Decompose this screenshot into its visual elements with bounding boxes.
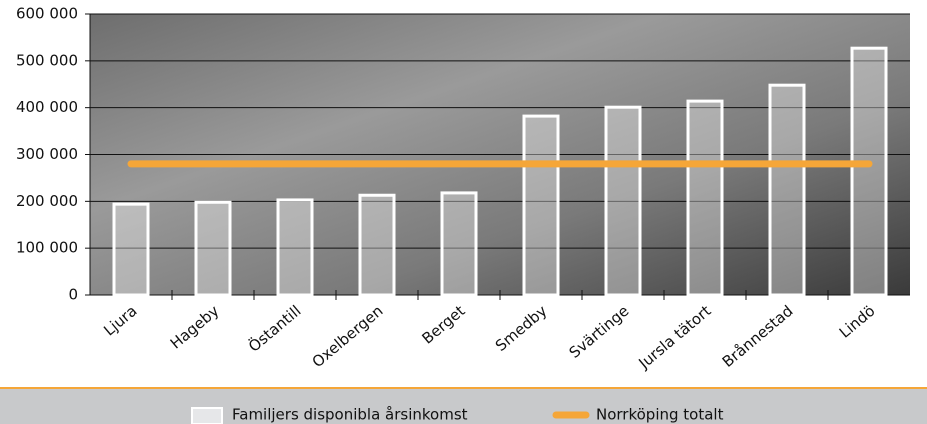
y-tick-label: 400 000	[16, 98, 78, 116]
x-tick-label: Svärtinge	[566, 302, 633, 362]
bar	[358, 193, 396, 297]
bar	[604, 105, 642, 297]
y-tick-label: 300 000	[16, 145, 78, 163]
legend-swatch	[191, 407, 223, 424]
legend-band	[0, 388, 927, 424]
bar	[194, 200, 232, 297]
bar	[686, 99, 724, 297]
x-tick-label: Jursla tätort	[635, 302, 715, 373]
x-tick-label: Smedby	[492, 302, 551, 355]
x-tick-label: Hageby	[167, 302, 223, 353]
bar	[522, 114, 560, 297]
bar	[440, 191, 478, 297]
y-tick-label: 600 000	[16, 5, 78, 23]
legend-label: Norrköping totalt	[596, 406, 724, 424]
y-tick-label: 500 000	[16, 51, 78, 69]
x-tick-label: Lindö	[836, 302, 879, 342]
legend-label: Familjers disponibla årsinkomst	[232, 406, 468, 424]
bar	[112, 202, 150, 297]
y-tick-label: 0	[68, 286, 78, 304]
bar	[276, 198, 314, 297]
x-tick-label: Ljura	[100, 302, 140, 340]
bar	[850, 46, 888, 297]
y-tick-label: 100 000	[16, 239, 78, 257]
x-tick-label: Berget	[419, 302, 469, 348]
y-tick-label: 200 000	[16, 192, 78, 210]
x-tick-label: Oxelbergen	[309, 302, 387, 371]
x-tick-label: Brånnestad	[719, 302, 797, 371]
bar	[768, 83, 806, 297]
x-tick-label: Östantill	[244, 301, 304, 356]
